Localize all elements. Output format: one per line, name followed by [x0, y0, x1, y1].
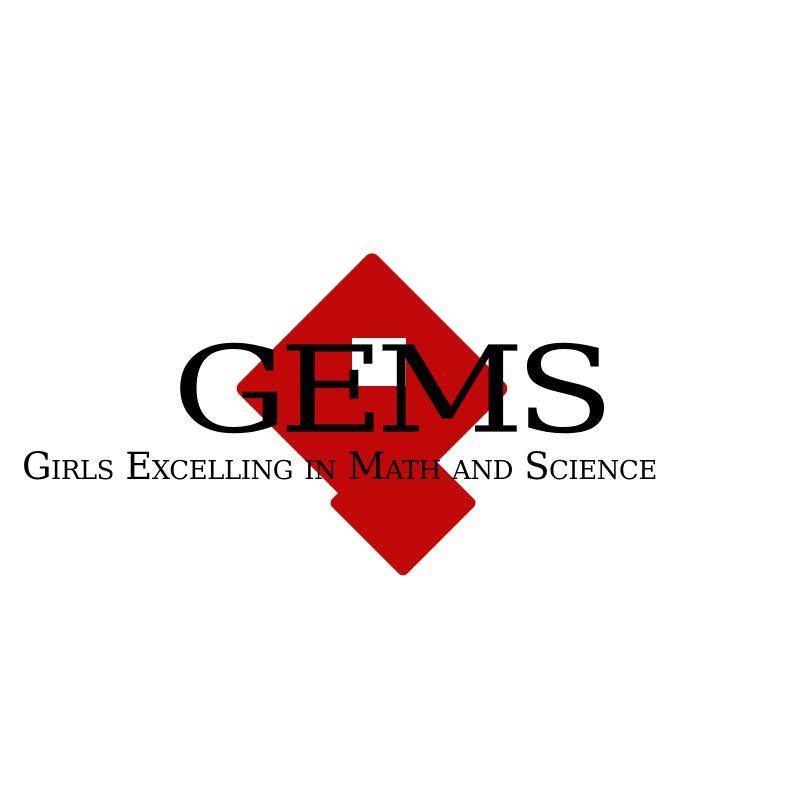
white-notch — [352, 338, 406, 386]
red-diamond-upper — [236, 253, 508, 524]
red-diamond-lower — [330, 430, 476, 576]
logo-title: GEMS — [172, 320, 615, 461]
logo-tagline: Girls Excelling in Math and Science — [22, 445, 657, 488]
